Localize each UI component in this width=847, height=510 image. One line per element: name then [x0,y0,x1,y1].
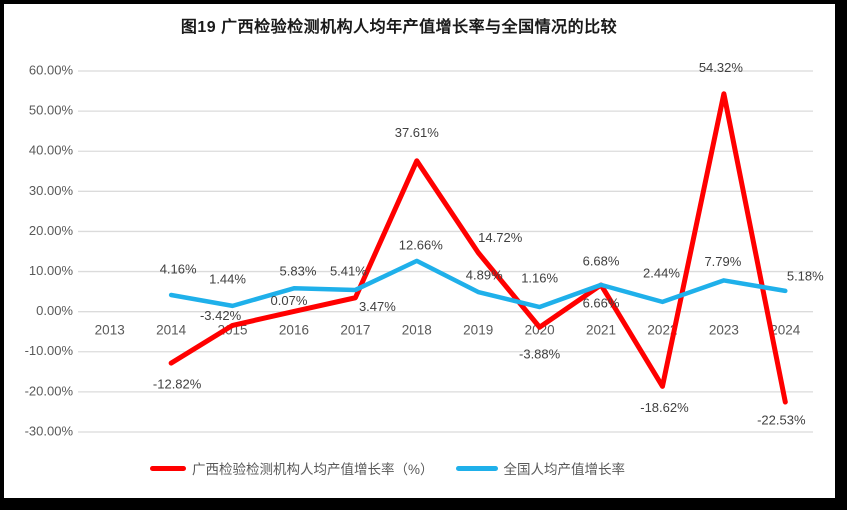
data-label-guangxi-2019: 14.72% [478,230,523,245]
x-axis-tick-label: 2018 [402,323,432,338]
data-label-guangxi-2020: -3.88% [519,347,561,362]
data-label-national-2016: 5.83% [280,264,317,279]
x-axis-tick-label: 2020 [525,323,555,338]
y-axis-tick-label: 50.00% [29,103,74,118]
data-label-guangxi-2017: 3.47% [359,299,396,314]
data-label-guangxi-2024: -22.53% [757,412,806,427]
data-label-national-2024: 5.18% [787,268,824,283]
y-axis-tick-label: 60.00% [29,62,74,77]
data-label-guangxi-2023: 54.32% [699,60,744,75]
x-axis-tick-label: 2015 [218,323,248,338]
x-axis-tick-label: 2024 [770,323,801,338]
chart-title: 图19 广西检验检测机构人均年产值增长率与全国情况的比较 [180,19,618,36]
data-label-guangxi-2022: -18.62% [640,400,689,415]
data-label-national-2019: 4.89% [466,267,503,282]
legend-swatch-guangxi-series [150,465,186,471]
legend-label-guangxi-series: 广西检验检测机构人均产值增长率（%） [192,462,434,477]
x-axis-tick-label: 2013 [95,323,125,338]
y-axis-tick-label: -20.00% [25,383,74,398]
data-label-national-2015: 1.44% [209,271,246,286]
legend-swatch-national-series [455,465,498,471]
data-label-guangxi-2015: -3.42% [200,308,242,323]
x-axis-tick-label: 2014 [156,323,187,338]
series-line-guangxi [168,91,788,405]
data-label-national-2021: 6.68% [583,253,620,268]
data-label-national-2018: 12.66% [399,237,444,252]
x-axis-tick-label: 2019 [463,323,493,338]
data-label-national-2020: 1.16% [521,270,558,285]
x-axis-tick-label: 2021 [586,323,616,338]
data-label-national-2023: 7.79% [704,254,741,269]
y-axis-tick-label: 20.00% [29,223,74,238]
data-label-guangxi-2016: 0.07% [271,293,308,308]
data-label-national-2017: 5.41% [330,263,367,278]
data-label-guangxi-2021: 6.66% [583,295,620,310]
x-axis-tick-label: 2017 [340,323,370,338]
y-axis-tick-label: -10.00% [25,343,74,358]
legend-label-national-series: 全国人均产值增长率 [503,462,626,477]
x-axis-tick-label: 2023 [709,323,739,338]
legend: 广西检验检测机构人均产值增长率（%） 全国人均产值增长率 [150,456,625,480]
x-axis-tick-label: 2016 [279,323,309,338]
y-axis-tick-label: 40.00% [29,143,74,158]
y-axis-tick-label: 0.00% [36,303,73,318]
series-line-national [168,258,788,310]
y-axis-tick-label: 10.00% [29,263,74,278]
chart-canvas [4,4,835,498]
data-label-guangxi-2014: -12.82% [153,377,202,392]
data-label-national-2022: 2.44% [643,265,680,280]
y-axis-tick-label: -30.00% [25,423,74,438]
y-axis-tick-label: 30.00% [29,183,74,198]
data-label-guangxi-2018: 37.61% [395,125,440,140]
x-axis-tick-label: 2022 [647,323,677,338]
data-label-national-2014: 4.16% [160,261,197,276]
